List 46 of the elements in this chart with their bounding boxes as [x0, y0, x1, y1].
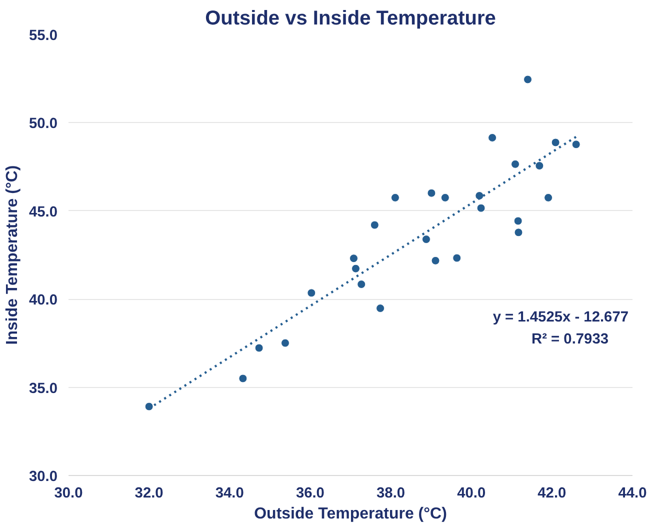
- point: [390, 193, 400, 202]
- x-tick-label: 36.0: [296, 486, 324, 502]
- x-tick-label: 34.0: [215, 486, 244, 502]
- point: [376, 304, 385, 313]
- point: [572, 140, 580, 149]
- point: [440, 193, 450, 202]
- point: [238, 374, 248, 383]
- point: [488, 133, 497, 142]
- annotation: y = 1.4525x - 12.677: [492, 310, 629, 326]
- y-axis-title: Inside Temperature (°C): [4, 165, 21, 345]
- x-tick-label: 30.0: [54, 486, 83, 502]
- point: [144, 402, 154, 411]
- point: [254, 344, 264, 352]
- y-tick-label: 50.0: [28, 116, 58, 132]
- point: [476, 204, 486, 212]
- y-tick-label: 55.0: [28, 28, 58, 44]
- point: [544, 193, 553, 202]
- point: [307, 288, 316, 298]
- point: [422, 235, 430, 244]
- point: [514, 216, 522, 226]
- point: [431, 256, 440, 265]
- point: [475, 191, 484, 200]
- y-tick-label: 40.0: [28, 292, 58, 309]
- x-tick-label: 42.0: [538, 486, 566, 502]
- point: [349, 254, 358, 263]
- point: [357, 280, 366, 289]
- point: [535, 162, 544, 170]
- point: [370, 220, 379, 230]
- x-axis-title: Outside Temperature (°C): [254, 506, 447, 522]
- point: [514, 228, 523, 237]
- point: [452, 254, 462, 262]
- point: [280, 338, 290, 348]
- point: [351, 264, 360, 273]
- x-tick-label: 32.0: [134, 486, 164, 502]
- chart-title: Outside vs Inside Temperature: [205, 8, 496, 30]
- annotation: R² = 0.7933: [532, 332, 609, 348]
- point: [524, 75, 532, 84]
- x-tick-label: 40.0: [457, 486, 486, 502]
- point: [551, 138, 560, 147]
- y-tick-label: 35.0: [28, 380, 58, 397]
- point: [427, 188, 436, 198]
- point: [511, 160, 520, 168]
- y-tick-label: 30.0: [28, 469, 58, 485]
- x-tick-label: 44.0: [618, 486, 647, 502]
- x-tick-label: 38.0: [376, 486, 406, 502]
- y-tick-label: 45.0: [28, 204, 58, 220]
